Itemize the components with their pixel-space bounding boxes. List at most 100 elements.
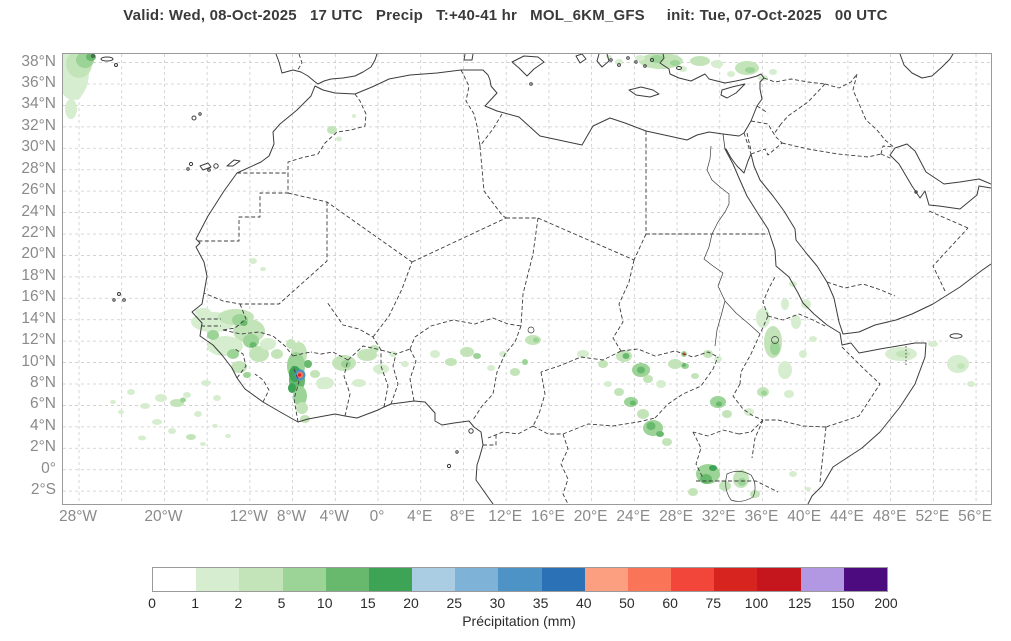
island-socotra bbox=[949, 333, 963, 339]
colorbar-segment bbox=[412, 568, 456, 591]
lon-tick-label: 28°W bbox=[58, 508, 98, 525]
lat-tick-label: 36°N bbox=[21, 74, 56, 91]
coastline-africa-west-med bbox=[191, 54, 765, 504]
coastline-caspian bbox=[899, 54, 954, 79]
colorbar bbox=[152, 567, 888, 592]
island-azores bbox=[100, 56, 114, 62]
colorbar-segment bbox=[541, 568, 585, 591]
colorbar-segment bbox=[196, 568, 240, 591]
colorbar-segment bbox=[671, 568, 715, 591]
lat-tick-label: 34°N bbox=[21, 95, 56, 113]
precipitation-cells bbox=[63, 54, 975, 498]
lat-tick-label: 28°N bbox=[21, 159, 56, 177]
colorbar-segment bbox=[239, 568, 283, 591]
island-madeira bbox=[191, 115, 197, 121]
lon-tick-label: 40°E bbox=[787, 508, 822, 525]
island-sardinia-tip bbox=[463, 54, 474, 61]
lon-tick-label: 56°E bbox=[958, 508, 992, 525]
island-lanzarote bbox=[226, 159, 241, 167]
colorbar-tick-label: 125 bbox=[787, 595, 812, 611]
coastline-persian-gulf bbox=[889, 143, 991, 210]
island-sao-tome bbox=[446, 463, 452, 469]
greece-stub bbox=[596, 54, 610, 68]
lat-tick-label: 4°N bbox=[29, 416, 56, 434]
lat-tick-label: 20°N bbox=[21, 245, 56, 263]
blue-nile bbox=[724, 300, 761, 335]
lake-chad bbox=[527, 326, 535, 334]
lon-tick-label: 44°E bbox=[830, 508, 864, 525]
lon-tick-label: 20°W bbox=[144, 508, 183, 525]
lon-tick-label: 28°E bbox=[659, 508, 693, 525]
lon-tick-label: 4°E bbox=[407, 508, 433, 525]
colorbar-label: Précipitation (mm) bbox=[462, 613, 576, 629]
colorbar-tick-label: 40 bbox=[575, 595, 592, 611]
colorbar-tick-label: 15 bbox=[360, 595, 376, 611]
island-bahrain bbox=[914, 190, 918, 194]
colorbar-segment bbox=[757, 568, 801, 591]
colorbar-segment bbox=[800, 568, 844, 591]
lat-tick-label: 24°N bbox=[21, 202, 56, 220]
colorbar-tick-label: 5 bbox=[277, 595, 286, 611]
lon-tick-label: 0° bbox=[369, 508, 385, 525]
lat-tick-label: 2°S bbox=[30, 481, 56, 499]
lon-tick-label: 8°E bbox=[449, 508, 476, 525]
coastlines bbox=[91, 54, 991, 504]
island-tenerife bbox=[199, 162, 212, 171]
greece-stub2 bbox=[575, 54, 587, 64]
colorbar-tick-label: 1 bbox=[191, 595, 200, 611]
island-sicily bbox=[511, 55, 545, 77]
colorbar-tick-label: 200 bbox=[874, 595, 898, 611]
lon-tick-label: 48°E bbox=[872, 508, 907, 525]
colorbar-tick-label: 30 bbox=[489, 595, 506, 611]
lon-tick-label: 12°W bbox=[229, 508, 268, 525]
lon-tick-label: 4°W bbox=[319, 508, 350, 525]
colorbar-tick-label: 10 bbox=[316, 595, 333, 611]
colorbar-tick-label: 20 bbox=[403, 595, 419, 611]
colorbar-segment bbox=[714, 568, 758, 591]
coastline-redsea-horn bbox=[724, 148, 927, 504]
colorbar-tick-label: 2 bbox=[234, 595, 243, 611]
coastline-iberia bbox=[275, 54, 378, 85]
lat-tick-label: 16°N bbox=[21, 288, 56, 306]
colorbar-segment bbox=[153, 568, 197, 591]
colorbar-tick-label: 100 bbox=[744, 595, 769, 611]
lon-tick-label: 20°E bbox=[573, 508, 608, 525]
colorbar-tick-label: 60 bbox=[662, 595, 678, 611]
country-borders bbox=[197, 54, 969, 504]
lat-tick-label: 18°N bbox=[21, 266, 56, 284]
lake-victoria bbox=[725, 470, 756, 502]
lake-tana bbox=[771, 336, 779, 344]
island-cyprus bbox=[720, 83, 746, 99]
island-crete bbox=[628, 86, 660, 98]
coastline-sinai-arabia bbox=[725, 148, 991, 335]
colorbar-segment bbox=[627, 568, 672, 591]
lat-tick-label: 38°N bbox=[21, 52, 56, 70]
island-rhodes bbox=[676, 66, 682, 70]
lon-tick-label: 32°E bbox=[701, 508, 736, 525]
colorbar-tick-label: 35 bbox=[532, 595, 549, 611]
lat-tick-label: 30°N bbox=[21, 138, 56, 156]
island-gran-canaria bbox=[213, 163, 219, 169]
lon-tick-label: 8°W bbox=[276, 508, 307, 525]
lat-tick-label: 12°N bbox=[21, 331, 56, 349]
lon-tick-label: 12°E bbox=[488, 508, 523, 525]
lat-tick-label: 2°N bbox=[29, 438, 56, 456]
colorbar-tick-label: 50 bbox=[619, 595, 635, 611]
nile-river bbox=[703, 145, 730, 347]
island-malta bbox=[529, 82, 533, 86]
lat-tick-label: 8°N bbox=[29, 374, 56, 391]
colorbar-tick-label: 25 bbox=[446, 595, 463, 611]
colorbar-segment bbox=[498, 568, 542, 591]
lon-tick-label: 36°E bbox=[744, 508, 779, 525]
lat-tick-label: 22°N bbox=[21, 224, 56, 241]
gridlines bbox=[63, 54, 991, 504]
lat-tick-label: 6°N bbox=[29, 395, 56, 413]
island-cape-verde bbox=[117, 292, 121, 296]
colorbar-segment bbox=[455, 568, 499, 591]
colorbar-segment bbox=[325, 568, 369, 591]
lon-tick-label: 16°E bbox=[531, 508, 565, 525]
lon-tick-label: 52°E bbox=[915, 508, 950, 525]
colorbar-tick-label: 150 bbox=[831, 595, 855, 611]
map-plot-area bbox=[62, 53, 992, 505]
